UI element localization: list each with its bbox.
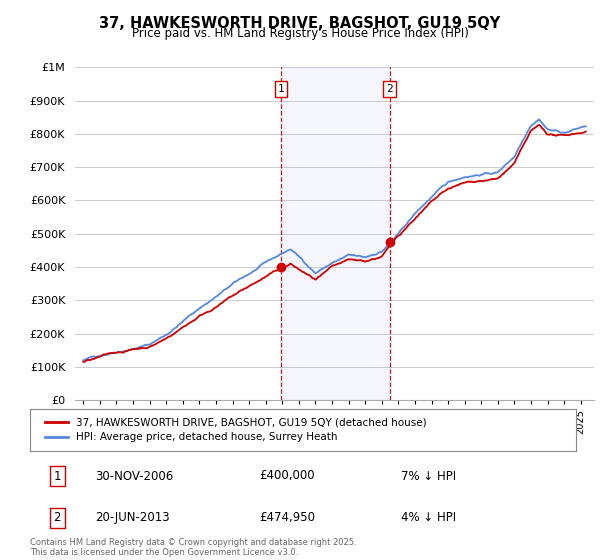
Text: £474,950: £474,950 (259, 511, 316, 524)
Text: Price paid vs. HM Land Registry's House Price Index (HPI): Price paid vs. HM Land Registry's House … (131, 27, 469, 40)
Text: 30-NOV-2006: 30-NOV-2006 (95, 469, 174, 483)
Text: 20-JUN-2013: 20-JUN-2013 (95, 511, 170, 524)
Text: 37, HAWKESWORTH DRIVE, BAGSHOT, GU19 5QY: 37, HAWKESWORTH DRIVE, BAGSHOT, GU19 5QY (100, 16, 500, 31)
Text: 4% ↓ HPI: 4% ↓ HPI (401, 511, 457, 524)
Legend: 37, HAWKESWORTH DRIVE, BAGSHOT, GU19 5QY (detached house), HPI: Average price, d: 37, HAWKESWORTH DRIVE, BAGSHOT, GU19 5QY… (41, 413, 431, 446)
Text: £400,000: £400,000 (259, 469, 315, 483)
Text: 7% ↓ HPI: 7% ↓ HPI (401, 469, 457, 483)
Text: 2: 2 (53, 511, 61, 524)
Text: Contains HM Land Registry data © Crown copyright and database right 2025.
This d: Contains HM Land Registry data © Crown c… (30, 538, 356, 557)
Text: 1: 1 (278, 84, 284, 94)
Text: 2: 2 (386, 84, 393, 94)
Bar (281, 67, 389, 400)
Text: 1: 1 (53, 469, 61, 483)
